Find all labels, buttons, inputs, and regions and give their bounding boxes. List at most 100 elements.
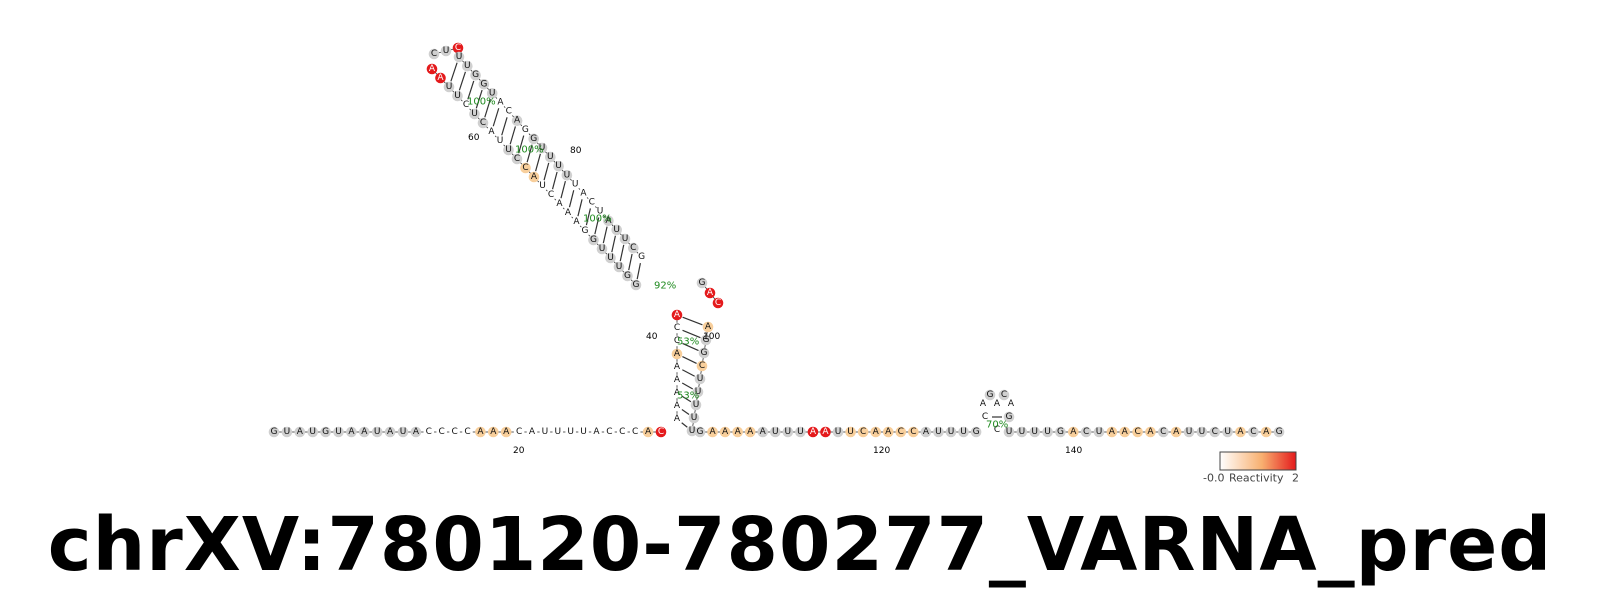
svg-text:A: A [674,310,681,320]
svg-text:U: U [599,244,606,254]
svg-text:U: U [622,234,629,244]
index-label: 140 [1065,446,1082,456]
svg-text:A: A [348,427,355,437]
svg-text:A: A [674,362,681,372]
nucleotide: C [436,426,448,438]
nucleotide: A [719,426,731,438]
nucleotide: G [698,347,710,359]
nucleotide: A [882,426,894,438]
svg-text:C: C [522,163,528,173]
nucleotide: C [696,360,708,372]
svg-text:C: C [658,427,664,437]
nucleotide: U [443,81,455,93]
svg-text:A: A [531,172,538,182]
svg-text:A: A [705,322,712,332]
svg-text:A: A [873,427,880,437]
nucleotide: A [486,126,497,138]
svg-text:G: G [271,427,278,437]
nucleotide: A [671,374,683,386]
svg-text:A: A [1109,427,1116,437]
svg-text:A: A [674,401,681,411]
legend-max-label: 2 [1292,472,1299,485]
nucleotide: U [845,426,856,438]
nucleotide: C [449,426,460,438]
svg-text:U: U [464,61,471,71]
nucleotide: U [552,426,564,438]
nucleotide: U [1196,426,1208,438]
nucleotide: A [495,97,506,108]
svg-text:U: U [309,427,316,437]
svg-text:A: A [497,98,504,108]
svg-text:U: U [691,413,698,423]
nucleotides: G U A U G U A A U A U A C C C C A A A C A U U U U A C C C A CAAAAAACCA… [268,42,1285,438]
svg-text:U: U [693,400,700,410]
pair-probability-label: 70% [986,420,1008,431]
svg-text:U: U [785,427,792,437]
svg-text:A: A [437,73,444,83]
svg-text:A: A [565,208,572,218]
svg-text:G: G [703,335,710,345]
nucleotide: C [545,189,557,201]
svg-text:U: U [960,427,967,437]
nucleotide: C [1209,426,1221,438]
nucleotide: U [690,399,702,411]
svg-text:G: G [987,390,994,400]
svg-text:U: U [1096,427,1103,437]
nucleotide: U [770,426,781,438]
svg-text:G: G [1006,412,1013,422]
svg-text:A: A [674,349,681,359]
nucleotide: U [1016,426,1028,438]
nucleotide: C [628,242,639,254]
nucleotide: U [462,60,473,72]
nucleotide: G [528,133,539,145]
svg-text:G: G [1057,427,1064,437]
svg-text:U: U [456,52,463,62]
svg-text:C: C [463,100,469,110]
nucleotide: C [428,48,440,60]
nucleotide: A [1119,426,1131,438]
svg-text:U: U [616,262,623,272]
svg-text:U: U [284,427,291,437]
nucleotide: C [513,426,525,438]
svg-text:C: C [699,361,705,371]
nucleotide: U [613,261,625,273]
nucleotide: U [1003,426,1015,438]
nucleotide: C [423,426,435,438]
nucleotide: A [732,426,743,438]
svg-text:A: A [573,217,580,227]
svg-text:U: U [847,427,854,437]
svg-text:U: U [539,143,546,153]
backbone-lines [274,47,1280,433]
svg-text:A: A [1122,427,1129,437]
page-title: chrXV:780120-780277_VARNA_pred [47,502,1553,588]
svg-text:G: G [590,235,597,245]
nucleotide: A [426,63,438,75]
nucleotide: U [795,426,806,438]
svg-text:A: A [735,427,742,437]
svg-text:A: A [645,427,652,437]
nucleotide: A [500,426,512,438]
nucleotide: C [462,426,473,438]
reactivity-legend: -0.0 Reactivity 2 [1203,451,1299,485]
nucleotide: C [629,426,641,438]
svg-text:U: U [446,82,453,92]
nucleotide: A [920,426,932,438]
svg-text:A: A [1008,399,1015,409]
svg-text:U: U [935,427,942,437]
svg-text:C: C [1001,390,1007,400]
nucleotide: U [1093,426,1105,438]
svg-text:U: U [374,427,381,437]
nucleotide: A [475,426,486,438]
svg-text:C: C [1212,427,1218,437]
svg-text:C: C [506,107,512,117]
svg-text:C: C [464,427,470,437]
nucleotide: A [671,400,683,412]
svg-text:A: A [760,427,767,437]
svg-text:U: U [1031,427,1038,437]
nucleotide: U [933,426,944,438]
nucleotide: U [605,252,616,264]
svg-text:U: U [1006,427,1013,437]
svg-text:A: A [722,427,729,437]
nucleotide: C [671,322,683,334]
nucleotide: A [571,216,582,228]
